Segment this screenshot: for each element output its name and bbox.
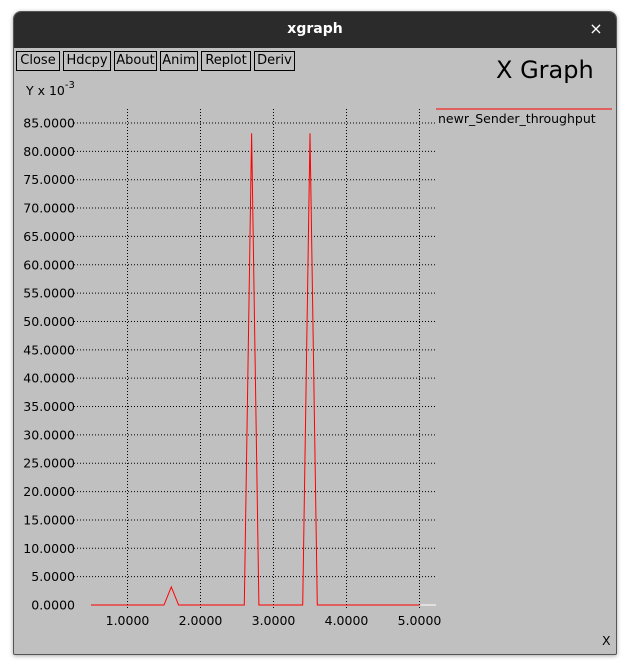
title-bar: xgraph × (14, 12, 616, 48)
y-tick-label: 80.0000 (23, 144, 75, 159)
y-tick-label: 45.0000 (23, 342, 75, 357)
y-tick-label: 40.0000 (23, 371, 75, 386)
y-tick-label: 55.0000 (23, 286, 75, 301)
y-tick-label: 35.0000 (23, 399, 75, 414)
y-tick-label: 25.0000 (23, 456, 75, 471)
window-title: xgraph (287, 21, 343, 37)
replot-button[interactable]: Replot (201, 51, 251, 71)
y-tick-label: 10.0000 (23, 541, 75, 556)
x-tick-label: 3.0000 (252, 613, 296, 628)
y-axis-label-base: Y x 10 (25, 83, 65, 98)
x-tick-label: 1.0000 (106, 613, 150, 628)
y-tick-label: 15.0000 (23, 512, 75, 527)
x-tick-label: 4.0000 (325, 613, 369, 628)
series-line-newr-sender-throughput (91, 133, 420, 606)
y-tick-label: 60.0000 (23, 257, 75, 272)
y-tick-label: 50.0000 (23, 314, 75, 329)
y-tick-label: 65.0000 (23, 229, 75, 244)
throughput-chart: Y x 10-3 0.0000 5.0000 10.0000 15.0000 20.00… (23, 80, 612, 648)
y-tick-label: 0.0000 (31, 598, 75, 613)
xgraph-brand-label: X Graph (496, 56, 594, 84)
y-tick-label: 75.0000 (23, 172, 75, 187)
y-axis-label: Y x 10-3 (25, 80, 75, 98)
legend-label: newr_Sender_throughput (438, 111, 596, 126)
deriv-button[interactable]: Deriv (254, 51, 295, 71)
x-axis-label: X (602, 633, 611, 648)
y-axis-label-exponent: -3 (65, 80, 75, 91)
y-tick-label: 30.0000 (23, 427, 75, 442)
close-button[interactable]: Close (16, 51, 60, 71)
window-close-icon[interactable]: × (589, 19, 603, 38)
xgraph-window: xgraph × Close Hdcpy About Anim Replot D… (13, 11, 617, 655)
x-tick-label: 2.0000 (179, 613, 223, 628)
y-tick-label: 5.0000 (31, 569, 75, 584)
y-tick-label: 85.0000 (23, 116, 75, 131)
hdcpy-button[interactable]: Hdcpy (63, 51, 111, 71)
about-button[interactable]: About (114, 51, 157, 71)
y-tick-label: 20.0000 (23, 484, 75, 499)
y-tick-label: 70.0000 (23, 201, 75, 216)
x-tick-label: 5.0000 (398, 613, 442, 628)
anim-button[interactable]: Anim (160, 51, 198, 71)
